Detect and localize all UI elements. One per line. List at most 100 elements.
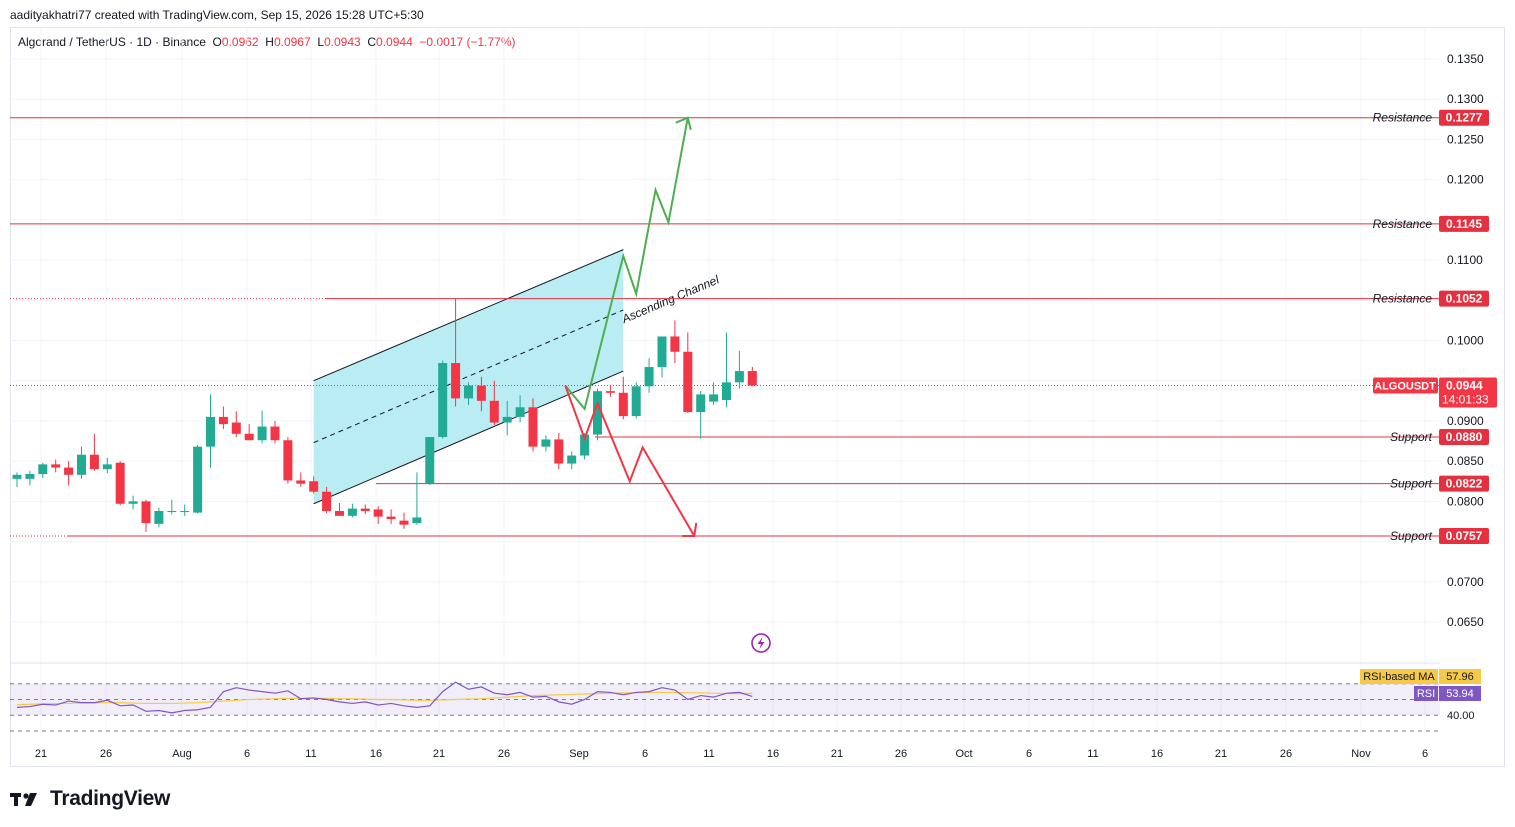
candle-body — [412, 517, 422, 524]
candle — [102, 457, 112, 474]
candle-body — [657, 336, 667, 368]
candle — [115, 461, 125, 506]
open-label: O — [212, 35, 222, 49]
time-tick-label: 21 — [831, 748, 843, 760]
candle — [51, 459, 61, 473]
brand-name: TradingView — [50, 787, 171, 810]
level-price-value: 0.1277 — [1446, 111, 1483, 125]
close-label: C — [367, 35, 377, 49]
candle-body — [451, 363, 461, 399]
candle-body — [476, 385, 486, 401]
candle — [77, 446, 86, 479]
ascending-channel: Ascending Channel — [313, 249, 721, 505]
candle-body — [257, 426, 267, 441]
level-price-value: 0.0757 — [1446, 529, 1483, 543]
projection-paths — [564, 116, 698, 537]
symbol-tag — [1373, 377, 1438, 394]
candle — [618, 376, 628, 420]
candle — [670, 320, 680, 364]
symbol-name[interactable]: Algorand / TetherUS · 1D · Binance — [18, 35, 206, 49]
candle-body — [709, 394, 719, 402]
candle — [722, 332, 731, 408]
time-tick-label: 16 — [370, 748, 382, 760]
price-tick-label: 0.0650 — [1447, 615, 1484, 629]
time-tick-label: 11 — [305, 748, 316, 760]
candle — [373, 506, 383, 524]
level-price-tag — [1439, 429, 1489, 446]
time-tick-label: 26 — [100, 748, 112, 760]
price-tick-label: 0.1000 — [1447, 334, 1484, 348]
time-tick-label: 6 — [1026, 748, 1032, 760]
candle-body — [141, 501, 151, 524]
candle-body — [347, 508, 357, 516]
candle-body — [231, 422, 241, 434]
candle — [683, 332, 693, 413]
bullish-arrowhead — [675, 116, 692, 130]
countdown-value: 14:01:33 — [1442, 393, 1489, 407]
rsi-pane: RSI-based MA 57.96 RSI 53.94 40.00 — [10, 662, 1481, 732]
rsi-value: 53.94 — [1446, 688, 1474, 700]
candle-body — [335, 511, 344, 516]
candle-body — [605, 391, 615, 393]
low-label: L — [317, 35, 324, 49]
candle-body — [180, 511, 190, 513]
candle-body — [309, 481, 319, 492]
candle-body — [618, 392, 628, 417]
price-tick-label: 0.0700 — [1447, 575, 1484, 589]
candle — [12, 472, 22, 487]
candle — [89, 433, 99, 471]
level-price-value: 0.1145 — [1446, 217, 1482, 231]
time-tick-label: Sep — [569, 748, 589, 760]
candle — [25, 470, 35, 486]
candle — [644, 358, 654, 393]
price-tick-label: 0.0900 — [1447, 414, 1484, 428]
rsi-ma-line — [16, 691, 753, 706]
level-price-tag — [1439, 290, 1489, 307]
candle — [283, 437, 293, 484]
rsi-ma-name-tag — [1360, 669, 1438, 684]
candle — [360, 504, 370, 515]
candle-body — [399, 520, 409, 525]
rsi-value-tag — [1439, 686, 1481, 701]
candle-body — [38, 464, 48, 475]
candle-body — [360, 508, 370, 512]
candle — [541, 435, 551, 452]
candle-body — [386, 516, 396, 520]
bearish-path — [564, 385, 696, 537]
rsi-ma-value-tag — [1439, 669, 1481, 684]
candle-body — [631, 386, 641, 417]
candle-body — [115, 462, 125, 504]
candle-body — [25, 474, 35, 479]
candle-body — [154, 511, 164, 524]
candle — [244, 424, 254, 441]
candle-body — [296, 480, 306, 484]
time-tick-label: Aug — [172, 748, 192, 760]
candle-body — [373, 509, 383, 517]
lightning-icon[interactable] — [751, 633, 771, 653]
price-tick-label: 0.1350 — [1447, 52, 1484, 66]
level-label: Support — [1390, 529, 1433, 543]
price-tick-label: 0.1200 — [1447, 173, 1484, 187]
level-price-tag — [1439, 109, 1489, 126]
chart-frame — [10, 27, 1505, 767]
candle — [128, 495, 138, 510]
bullish-path — [564, 117, 689, 412]
candle — [180, 504, 190, 516]
brand-logo[interactable]: TradingView — [10, 787, 170, 811]
grid — [10, 28, 1440, 735]
level-price-tag — [1439, 475, 1489, 492]
channel-fill — [313, 249, 624, 504]
candle-body — [77, 454, 86, 475]
time-tick-label: 6 — [1422, 748, 1428, 760]
candle — [489, 380, 499, 425]
candle — [399, 512, 409, 529]
time-tick-label: 26 — [498, 748, 510, 760]
price-tick-label: 0.1100 — [1447, 253, 1483, 267]
candle-body — [696, 394, 706, 413]
time-tick-label: Oct — [955, 748, 972, 760]
candle — [734, 350, 744, 389]
time-tick-label: 6 — [244, 748, 250, 760]
candle — [270, 420, 280, 444]
level-label: Resistance — [1373, 111, 1433, 125]
